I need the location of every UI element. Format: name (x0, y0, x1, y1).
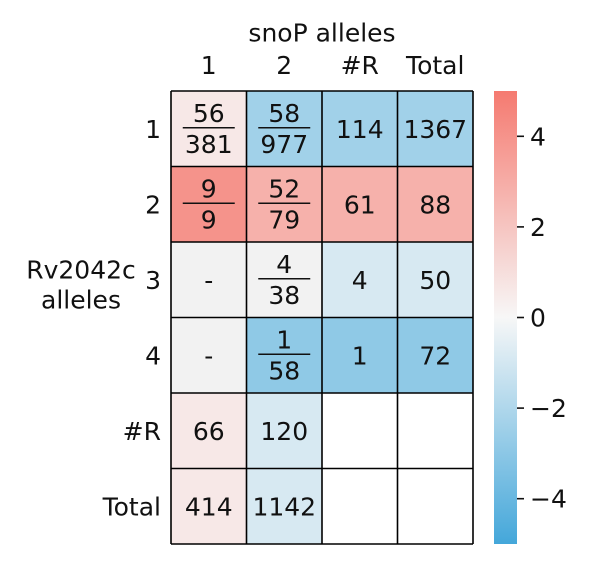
y-axis-label-line-1: Rv2042c (26, 255, 136, 285)
row-label: #R (123, 417, 161, 446)
cell-numerator: 1 (276, 325, 292, 354)
heatmap-cell (171, 393, 247, 469)
y-axis-label-line-2: alleles (41, 285, 121, 315)
colorbar (494, 91, 517, 544)
cell-label: - (204, 341, 213, 370)
heatmap-cell (397, 242, 473, 318)
column-label: 2 (276, 51, 292, 80)
row-label: Total (102, 492, 161, 521)
cell-label: 120 (260, 417, 308, 446)
heatmap-cell (322, 468, 398, 544)
heatmap-cell (322, 393, 398, 469)
cell-label: 72 (419, 341, 451, 370)
heatmap-cell (397, 91, 473, 167)
colorbar-tick-label: 4 (530, 122, 546, 151)
column-label: Total (405, 51, 464, 80)
heatmap-cell (322, 242, 398, 318)
cell-label: 1367 (403, 115, 467, 144)
heatmap-cell (246, 317, 322, 393)
cell-label: 114 (336, 115, 384, 144)
cell-denominator: 9 (201, 205, 217, 234)
cell-numerator: 58 (268, 99, 300, 128)
heatmap-cell (171, 242, 247, 318)
cell-numerator: 52 (268, 174, 300, 203)
colorbar-tick-label: 2 (530, 213, 546, 242)
heatmap-cell (246, 166, 322, 242)
row-label: 4 (145, 341, 161, 370)
colorbar-tick-label: −2 (530, 394, 567, 423)
heatmap-cell (397, 317, 473, 393)
heatmap-cell (246, 468, 322, 544)
column-label: #R (341, 51, 379, 80)
heatmap-cell (171, 91, 247, 167)
cell-label: - (204, 266, 213, 295)
cell-label: 61 (344, 190, 376, 219)
heatmap-cell (397, 393, 473, 469)
row-label: 2 (145, 190, 161, 219)
heatmap-cell (171, 166, 247, 242)
heatmap-cell (322, 317, 398, 393)
colorbar-tick-label: 0 (530, 304, 546, 333)
row-label: 3 (145, 266, 161, 295)
cell-label: 88 (419, 190, 451, 219)
heatmap-cell (322, 166, 398, 242)
colorbar-tick-label: −4 (530, 485, 567, 514)
cell-label: 4 (352, 266, 368, 295)
chart-title: snoP alleles (248, 18, 396, 48)
heatmap-cell (246, 242, 322, 318)
cell-denominator: 79 (268, 205, 300, 234)
heatmap-cell (171, 317, 247, 393)
heatmap-cell (246, 393, 322, 469)
heatmap-cell (397, 166, 473, 242)
cell-denominator: 38 (268, 281, 300, 310)
cell-denominator: 977 (260, 130, 308, 159)
row-label: 1 (145, 115, 161, 144)
cell-label: 1142 (252, 492, 316, 521)
cell-label: 50 (419, 266, 451, 295)
heatmap-cell (246, 91, 322, 167)
cell-numerator: 4 (276, 250, 292, 279)
cell-denominator: 381 (185, 130, 233, 159)
cell-label: 66 (193, 417, 225, 446)
heatmap-cell (397, 468, 473, 544)
heatmap-cell (171, 468, 247, 544)
cell-label: 1 (352, 341, 368, 370)
cell-label: 414 (185, 492, 233, 521)
cell-numerator: 9 (201, 174, 217, 203)
heatmap-cell (322, 91, 398, 167)
cell-denominator: 58 (268, 356, 300, 385)
column-label: 1 (201, 51, 217, 80)
cell-numerator: 56 (193, 99, 225, 128)
